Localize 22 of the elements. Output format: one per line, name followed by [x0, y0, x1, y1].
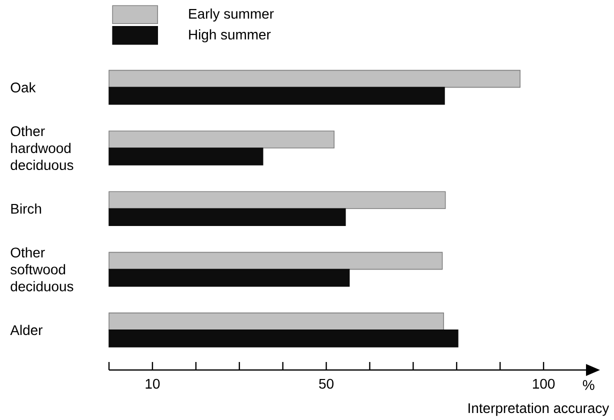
bar	[108, 252, 443, 270]
legend-label: Early summer	[189, 8, 274, 22]
y-tick-label: Other hardwood deciduous	[10, 126, 74, 170]
bar	[108, 312, 444, 330]
bar	[108, 147, 264, 166]
legend-label: High summer	[189, 29, 271, 42]
text: %	[582, 380, 594, 390]
bar	[108, 329, 458, 348]
y-tick-label: Alder	[10, 324, 42, 335]
bar	[108, 191, 446, 209]
bar	[108, 268, 350, 286]
bar	[108, 70, 520, 88]
bar	[108, 130, 334, 148]
x-tick-label: 10	[146, 378, 160, 388]
bar	[108, 208, 346, 226]
y-tick-label: Other softwood deciduous	[10, 247, 74, 292]
y-tick-label: Birch	[11, 203, 42, 214]
x-axis-title: Interpretation accuracy	[468, 402, 610, 416]
x-tick-label: 100	[532, 378, 555, 388]
x-tick-label: 50	[319, 378, 334, 388]
bar	[108, 86, 445, 104]
y-tick-label: Oak	[10, 82, 36, 92]
